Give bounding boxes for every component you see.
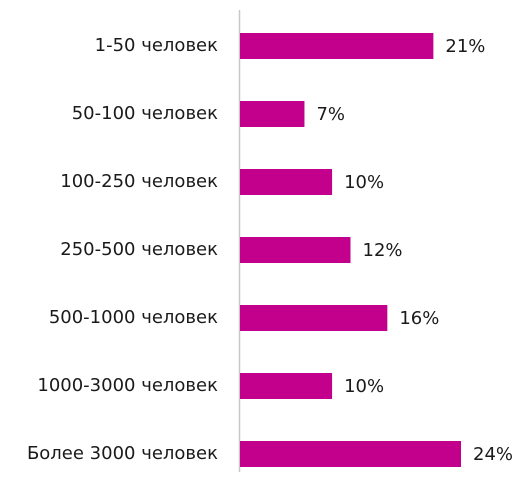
value-label: 21% — [445, 36, 485, 57]
value-label: 24% — [473, 444, 513, 465]
bar — [240, 305, 388, 331]
bar — [240, 169, 333, 195]
value-label: 12% — [363, 240, 403, 261]
bar — [240, 373, 333, 399]
category-label: 500-1000 человек — [49, 307, 218, 328]
category-label: 50-100 человек — [72, 103, 218, 124]
category-label: 1-50 человек — [95, 35, 218, 56]
value-label: 10% — [344, 376, 384, 397]
value-label: 7% — [316, 104, 345, 125]
value-label: 10% — [344, 172, 384, 193]
bar — [240, 101, 305, 127]
category-label: 250-500 человек — [60, 239, 218, 260]
bar — [240, 237, 351, 263]
category-label: Более 3000 человек — [27, 443, 218, 464]
bar — [240, 33, 434, 59]
category-label: 1000-3000 человек — [37, 375, 218, 396]
bar — [240, 441, 461, 467]
value-label: 16% — [399, 308, 439, 329]
category-label: 100-250 человек — [60, 171, 218, 192]
